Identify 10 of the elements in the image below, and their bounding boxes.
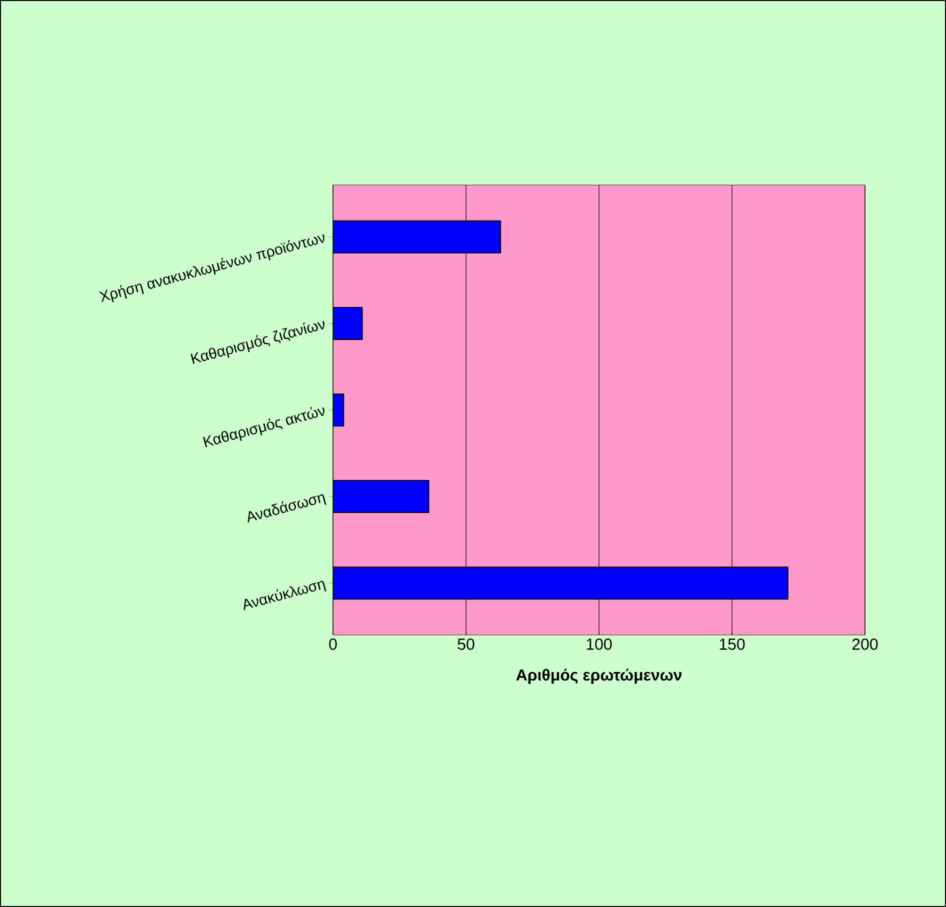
x-tick-label: 0 <box>329 638 337 650</box>
x-tick-label: 50 <box>458 638 474 650</box>
bar <box>333 220 502 254</box>
x-tick-label: 200 <box>852 638 878 650</box>
x-tick-label: 100 <box>586 638 612 650</box>
bar <box>333 306 363 340</box>
x-tick-label: 150 <box>720 638 745 650</box>
bar <box>333 566 788 600</box>
x-axis-title: Αριθμός ερωτώμενων <box>516 668 682 684</box>
bar <box>333 480 430 514</box>
